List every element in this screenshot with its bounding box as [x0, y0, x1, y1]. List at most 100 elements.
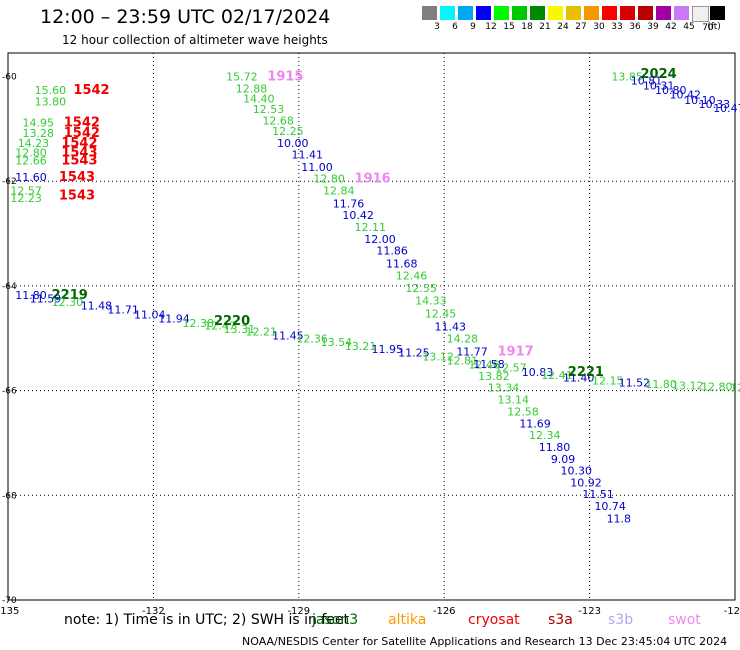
legend-swatch: 27: [566, 6, 587, 32]
wave-height-label: 12.68: [262, 115, 294, 128]
wave-height-label: 13.34: [488, 382, 520, 395]
wave-height-label: 13.80: [35, 95, 66, 108]
wave-height-label: 12.55: [405, 282, 437, 295]
legend-label: 36: [629, 22, 641, 32]
wave-height-label: 12.25: [272, 125, 304, 138]
satellite-swot-label: swot: [668, 612, 701, 628]
wave-height-label: 13.14: [498, 394, 529, 407]
wave-height-label: 14.33: [415, 294, 447, 307]
wave-height-label: 12.45: [425, 307, 457, 320]
legend-swatch: 15: [494, 6, 515, 32]
wave-height-label: 11.80: [539, 441, 571, 454]
wave-height-label: 10.42: [670, 89, 702, 102]
footer-note: note: 1) Time is in UTC; 2) SWH is in fe…: [64, 612, 350, 628]
pass-time-label: 2221: [568, 365, 604, 380]
wave-height-label: 12.57: [495, 361, 526, 374]
wave-height-label: 11.52: [619, 376, 651, 389]
legend-swatch: 45: [674, 6, 695, 32]
wave-height-label: 11.40: [563, 372, 595, 385]
wave-height-label: 10.10: [684, 94, 716, 107]
latitude-label: -64: [2, 282, 17, 292]
wave-height-label: 14.28: [447, 332, 479, 345]
page-subtitle: 12 hour collection of altimeter wave hei…: [62, 33, 328, 47]
wave-height-label: 12.80: [701, 381, 733, 394]
wave-height-label: 11.45: [272, 329, 304, 342]
wave-height-label: 11.8: [607, 513, 632, 526]
legend-swatch: 21: [530, 6, 551, 32]
pass-time-label: 2219: [52, 288, 88, 303]
pass-time-label: 1543: [61, 153, 97, 168]
legend-label: 39: [647, 22, 659, 32]
wave-height-label: 12.38: [182, 317, 214, 330]
wave-height-label: 10.74: [594, 500, 626, 513]
legend-label: 24: [557, 22, 569, 32]
wave-height-label: 11.94: [158, 313, 190, 326]
wave-height-label: 15.60: [35, 84, 66, 97]
pass-time-label: 2024: [640, 67, 676, 82]
wave-height-label: 13.31: [224, 323, 256, 336]
wave-height-label: 12.46: [468, 359, 500, 372]
wave-height-label: 11.60: [15, 171, 47, 184]
legend-swatch: 42: [656, 6, 677, 32]
legend-swatch: 39: [638, 6, 659, 32]
legend-swatch: 6: [440, 6, 458, 32]
wave-height-label: 12.58: [507, 406, 539, 419]
legend-swatch: 3: [422, 6, 440, 32]
wave-height-label: 13.12: [672, 380, 704, 393]
wave-height-label: 14.40: [243, 93, 275, 106]
wave-height-label: 11.43: [435, 320, 467, 333]
legend-swatch: 36: [620, 6, 641, 32]
wave-height-label: 10.83: [522, 366, 554, 379]
wave-height-label: 12.46: [396, 270, 428, 283]
wave-height-label: 12.36: [296, 332, 328, 345]
wave-height-label: 11.58: [473, 358, 505, 371]
wave-height-label: 11.77: [456, 346, 488, 359]
pass-time-label: 1543: [59, 189, 95, 204]
legend-swatch: 30: [584, 6, 605, 32]
wave-height-label: 11.80: [15, 289, 47, 302]
satellite-s3a-label: s3a: [548, 612, 573, 628]
legend-label: 42: [665, 22, 677, 32]
wave-height-label: 11.41: [292, 149, 324, 162]
wave-height-label: 11.71: [107, 304, 138, 317]
wave-height-label: 11.76: [333, 197, 365, 210]
wave-height-label: 10.33: [699, 98, 731, 111]
legend-label: 27: [575, 22, 587, 32]
pass-time-label: 2220: [214, 314, 250, 329]
satellite-altika-label: altika: [388, 612, 427, 628]
wave-height-label: 11.51: [582, 488, 614, 501]
legend-label: 21: [539, 22, 551, 32]
legend-label: 15: [503, 22, 515, 32]
wave-height-label: 12.47: [204, 319, 236, 332]
wave-height-label: 12.05: [730, 382, 740, 395]
wave-height-label: 12.88: [236, 82, 268, 95]
pass-time-label: 1542: [64, 126, 100, 141]
wave-height-label: 10.00: [277, 137, 309, 150]
legend-swatch: (ft): [707, 6, 725, 32]
wave-height-label: 11.68: [386, 258, 418, 271]
legend-label: 30: [593, 22, 605, 32]
wave-height-label: 12.80: [313, 172, 345, 185]
latitude-label: -66: [2, 387, 17, 397]
wave-height-label: 12.00: [364, 233, 396, 246]
pass-time-label: 1542: [64, 115, 100, 130]
latitude-label: -60: [2, 73, 17, 83]
longitude-label: -120: [724, 606, 740, 617]
legend-label: 9: [470, 22, 476, 32]
latitude-label: -68: [2, 491, 17, 501]
wave-height-label: 12.15: [592, 374, 624, 387]
wave-height-label: 9.09: [551, 453, 576, 466]
legend-label: 6: [452, 22, 458, 32]
pass-time-label: 1542: [73, 83, 109, 98]
wave-height-label: 10.47: [713, 102, 740, 115]
legend-label: 18: [521, 22, 533, 32]
legend-label: (ft): [707, 22, 721, 32]
wave-height-label: 12.41: [541, 369, 573, 382]
page-title: 12:00 – 23:59 UTC 02/17/2024: [40, 6, 331, 28]
wave-height-label: 14.23: [18, 137, 50, 150]
legend-swatch: 24: [548, 6, 569, 32]
longitude-label: -129: [287, 606, 310, 617]
wave-height-label: 10.30: [561, 464, 593, 477]
wave-height-label: 10.42: [342, 209, 374, 222]
